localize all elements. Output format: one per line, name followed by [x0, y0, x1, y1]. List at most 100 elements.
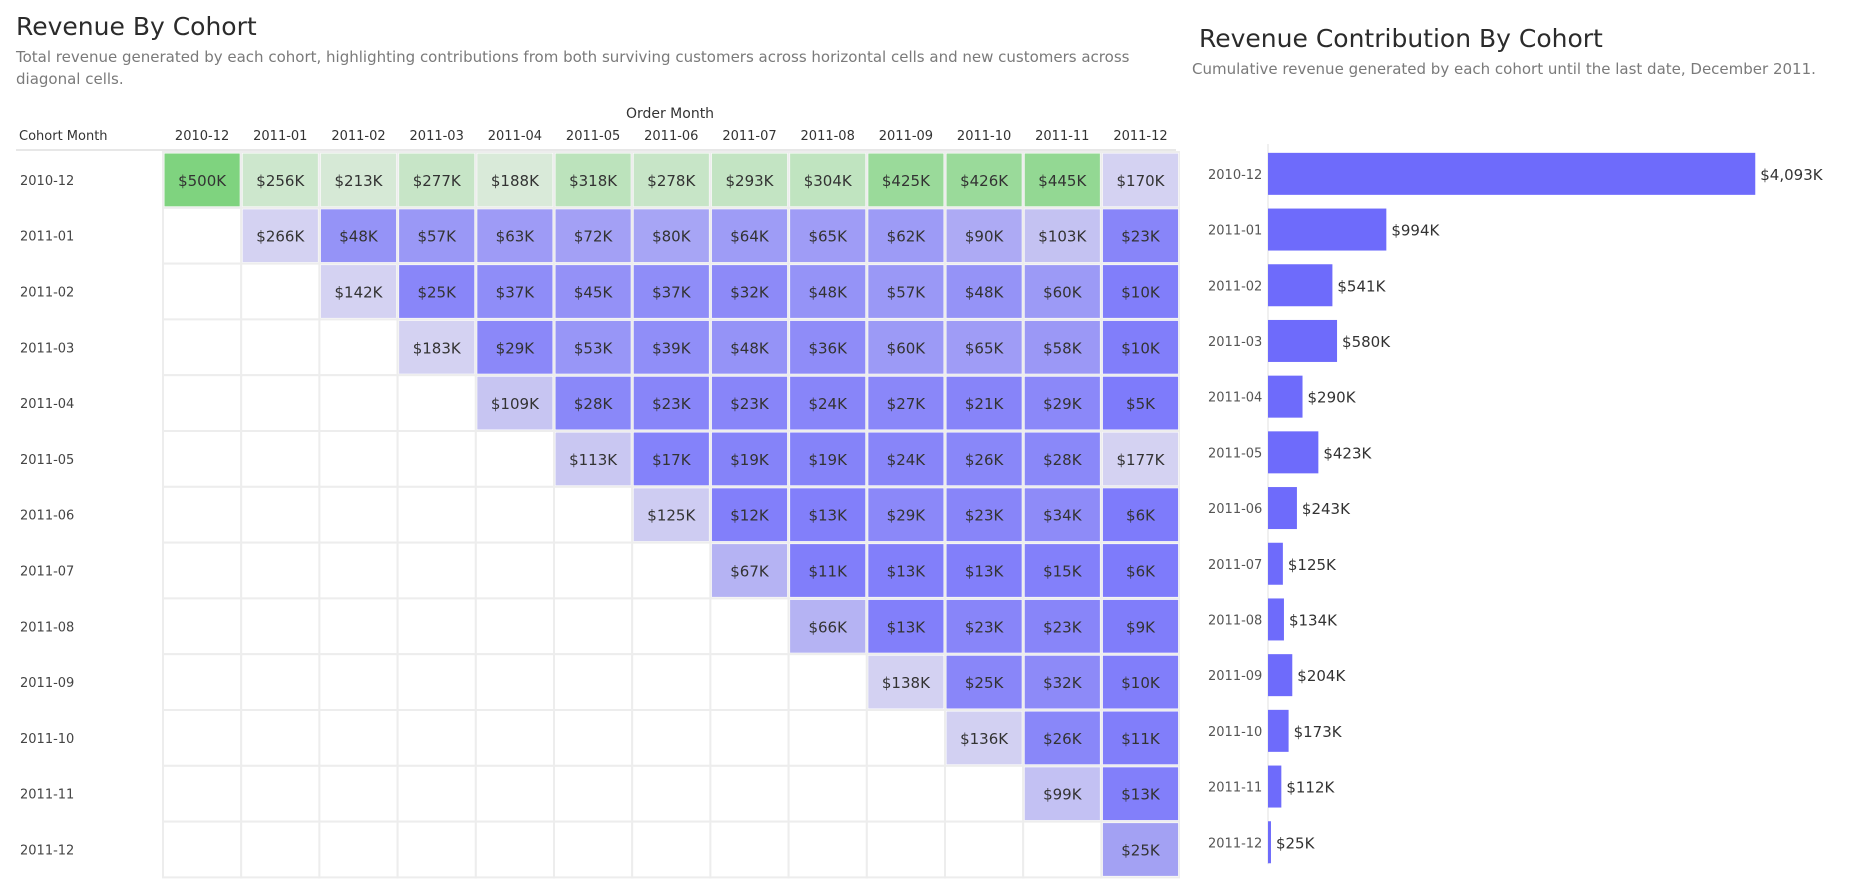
cell-value-label: $48K — [808, 284, 848, 302]
cell-value-label: $57K — [887, 284, 927, 302]
bar — [1268, 152, 1756, 195]
cell-value-label: $23K — [965, 507, 1005, 525]
cell-value-label: $425K — [882, 172, 931, 190]
bar-value-label: $134K — [1289, 611, 1338, 629]
grid-cell — [396, 709, 477, 767]
bar-category-label: 2011-01 — [1208, 224, 1262, 239]
grid-cell — [162, 709, 243, 767]
cell-value-label: $57K — [417, 228, 457, 246]
heatmap-cell — [946, 320, 1022, 374]
heatmap-cell — [868, 544, 944, 597]
grid-cell — [709, 653, 790, 712]
heatmap-cell — [1102, 488, 1179, 542]
cell-value-label: $24K — [887, 451, 927, 469]
grid-cell — [474, 430, 555, 488]
grid-cell — [787, 653, 868, 712]
grid-cell — [240, 709, 321, 767]
heatmap-cell — [711, 265, 788, 318]
cell-value-label: $109K — [491, 395, 540, 413]
bar — [1268, 431, 1319, 474]
heatmap-cell — [1024, 767, 1100, 821]
heatmap-cell — [1024, 265, 1100, 318]
bar-value-label: $4,093K — [1760, 166, 1823, 184]
heatmap-cell — [1102, 209, 1179, 263]
grid-cell — [709, 820, 790, 879]
heatmap-cell — [633, 153, 709, 207]
heatmap-cell — [790, 599, 866, 653]
grid-cell — [396, 485, 477, 544]
grid-cell — [318, 597, 399, 656]
heatmap-cell — [633, 488, 709, 542]
cell-value-label: $103K — [1038, 228, 1087, 246]
grid-cell — [709, 709, 790, 767]
grid-cell — [474, 709, 555, 767]
grid-cell — [318, 653, 399, 712]
column-label: 2011-02 — [331, 129, 385, 144]
bar — [1268, 821, 1271, 864]
row-label: 2011-10 — [20, 732, 74, 747]
cell-value-label: $37K — [496, 284, 536, 302]
cell-value-label: $23K — [730, 395, 770, 413]
grid-cell — [474, 653, 555, 712]
grid-cell — [240, 764, 321, 823]
cell-value-label: $34K — [1043, 507, 1083, 525]
bar-category-label: 2011-12 — [1208, 836, 1262, 851]
bar-chart-subtitle: Cumulative revenue generated by each coh… — [1192, 60, 1816, 78]
grid-cell — [318, 318, 399, 377]
heatmap-cell — [946, 209, 1022, 263]
grid-cell — [162, 485, 243, 544]
row-label: 2011-01 — [20, 230, 74, 245]
cell-value-label: $48K — [730, 339, 770, 357]
heatmap-cell — [1024, 153, 1100, 207]
bar-value-label: $125K — [1288, 556, 1337, 574]
cell-value-label: $445K — [1038, 172, 1087, 190]
grid-cell — [553, 709, 634, 767]
heatmap-cell — [1024, 655, 1100, 709]
grid-cell — [865, 764, 946, 823]
bar — [1268, 487, 1297, 530]
heatmap-cell — [946, 432, 1022, 486]
heatmap-cell — [477, 376, 553, 430]
cell-value-label: $66K — [808, 618, 848, 636]
heatmap-cell — [399, 209, 475, 263]
heatmap-cell — [1102, 823, 1179, 876]
bar-category-label: 2011-06 — [1208, 502, 1262, 517]
cell-value-label: $293K — [725, 172, 774, 190]
grid-cell — [318, 764, 399, 823]
grid-cell — [318, 430, 399, 488]
cell-value-label: $9K — [1126, 618, 1156, 636]
cohort-bar-chart: 2010-12 $4,093K 2011-01 $994K 2011-02 $541K 20… — [1208, 144, 1824, 865]
cell-value-label: $29K — [496, 339, 536, 357]
cell-value-label: $26K — [965, 451, 1005, 469]
grid-cell — [162, 820, 243, 879]
grid-cell — [631, 709, 712, 767]
heatmap-cell — [320, 153, 397, 207]
grid-cell — [396, 597, 477, 656]
heatmap-cell — [1102, 320, 1179, 374]
heatmap-cell — [790, 320, 866, 374]
grid-cell — [553, 597, 634, 656]
grid-cell — [162, 653, 243, 712]
cell-value-label: $13K — [1121, 786, 1161, 804]
heatmap-cell — [1024, 209, 1100, 263]
cell-value-label: $32K — [730, 284, 770, 302]
cell-value-label: $80K — [652, 228, 692, 246]
grid-cell — [865, 820, 946, 879]
heatmap-cell — [1024, 544, 1100, 597]
grid-cell — [162, 374, 243, 433]
cell-value-label: $23K — [965, 618, 1005, 636]
heatmap-cell — [555, 265, 631, 318]
heatmap-cell — [633, 209, 709, 263]
heatmap-cell — [1102, 544, 1179, 597]
heatmap-cell — [868, 599, 944, 653]
cell-value-label: $99K — [1043, 786, 1083, 804]
grid-cell — [396, 653, 477, 712]
heatmap-cell — [711, 488, 788, 542]
cell-value-label: $188K — [491, 172, 540, 190]
cell-value-label: $24K — [808, 395, 848, 413]
heatmap-cell — [399, 265, 475, 318]
bar-category-label: 2011-08 — [1208, 613, 1262, 628]
heatmap-cell — [946, 599, 1022, 653]
bar-value-label: $580K — [1342, 333, 1391, 351]
heatmap-cell — [946, 376, 1022, 430]
